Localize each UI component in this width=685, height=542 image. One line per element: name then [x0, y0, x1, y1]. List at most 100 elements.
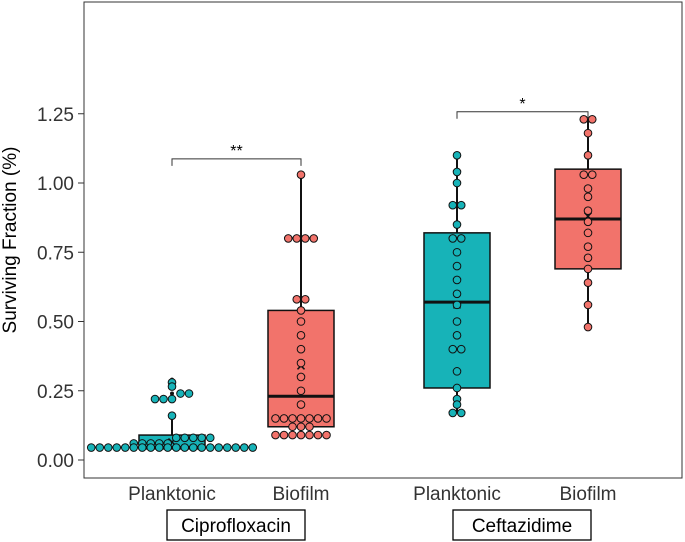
data-point	[279, 430, 289, 440]
group-label-box	[452, 509, 592, 541]
data-point	[452, 220, 462, 229]
data-point	[163, 443, 173, 452]
y-tick-label: 1.00	[37, 174, 74, 195]
data-point	[296, 430, 306, 440]
data-point	[288, 422, 297, 432]
data-point	[452, 331, 462, 340]
data-point	[176, 389, 185, 398]
y-axis-title: Surviving Fraction (%)	[0, 147, 21, 334]
data-point	[180, 443, 190, 452]
data-point	[288, 430, 297, 440]
data-point	[300, 295, 310, 304]
data-point	[583, 217, 593, 227]
data-point	[583, 192, 593, 202]
data-point	[171, 433, 181, 443]
data-point	[583, 184, 593, 193]
data-point	[583, 300, 593, 310]
data-point	[180, 433, 190, 443]
data-point	[288, 414, 297, 423]
data-point	[305, 422, 314, 432]
significance-label: *	[519, 96, 525, 113]
group-label-box	[166, 509, 306, 541]
data-point	[271, 414, 280, 423]
data-point	[296, 372, 306, 382]
data-point	[167, 382, 177, 391]
data-point	[214, 443, 224, 452]
box	[267, 309, 335, 428]
group-label: Ciprofloxacin	[181, 516, 291, 537]
x-category-label: Planktonic	[413, 484, 501, 505]
data-point	[583, 151, 593, 160]
data-point	[248, 443, 258, 452]
data-point	[184, 389, 194, 398]
data-point	[452, 383, 462, 393]
data-point	[583, 242, 593, 252]
data-point	[452, 261, 462, 271]
data-point	[456, 200, 466, 210]
data-point	[154, 443, 164, 452]
data-point	[296, 331, 306, 340]
y-tick-label: 0.00	[37, 451, 74, 472]
data-point	[112, 443, 122, 452]
data-point	[159, 394, 168, 404]
data-point	[313, 414, 323, 423]
data-point	[222, 443, 232, 452]
data-point	[197, 433, 207, 443]
data-point	[456, 234, 466, 243]
data-point	[296, 358, 306, 368]
significance-layer: ***	[171, 96, 589, 166]
data-point	[305, 414, 314, 423]
data-point	[587, 170, 597, 179]
x-category-label: Biofilm	[272, 484, 329, 505]
data-point	[296, 414, 306, 423]
data-point	[292, 234, 302, 243]
data-point	[322, 430, 331, 440]
data-point	[283, 234, 293, 243]
data-point	[129, 443, 139, 452]
data-point	[296, 422, 306, 432]
data-point	[456, 344, 466, 354]
data-point	[205, 433, 215, 443]
points-layer	[86, 114, 597, 452]
outlier-point	[170, 391, 174, 396]
data-point	[150, 394, 160, 404]
data-point	[452, 167, 462, 177]
data-point	[322, 414, 331, 423]
data-point	[452, 300, 462, 310]
data-point	[448, 408, 458, 418]
data-point	[95, 443, 105, 452]
y-tick-label: 0.25	[37, 382, 74, 403]
data-point	[296, 317, 306, 326]
box	[423, 232, 491, 389]
group-labels: Ciprofloxacin Ceftazidime	[166, 509, 592, 541]
data-point	[448, 234, 458, 243]
data-point	[300, 234, 310, 243]
data-point	[583, 206, 593, 215]
data-point	[271, 430, 280, 440]
data-point	[296, 344, 306, 354]
group-label: Ceftazidime	[472, 516, 572, 537]
data-point	[171, 443, 181, 452]
significance-bracket	[171, 158, 302, 166]
data-point	[137, 443, 147, 452]
data-point	[296, 386, 306, 396]
data-point	[188, 433, 198, 443]
data-point	[167, 411, 177, 420]
data-point	[167, 394, 177, 404]
x-axis-labels: Planktonic Biofilm Planktonic Biofilm	[128, 484, 616, 505]
data-point	[197, 443, 207, 452]
data-point	[452, 178, 462, 188]
data-point	[583, 228, 593, 238]
data-point	[452, 151, 462, 160]
data-point	[146, 443, 156, 452]
significance-bracket	[456, 111, 589, 119]
data-point	[239, 443, 249, 452]
y-tick-label: 0.75	[37, 243, 74, 264]
data-point	[452, 317, 462, 326]
data-point	[452, 289, 462, 299]
x-category-label: Planktonic	[128, 484, 216, 505]
data-point	[583, 278, 593, 288]
y-tick-label: 0.50	[37, 313, 74, 334]
data-point	[120, 443, 130, 452]
